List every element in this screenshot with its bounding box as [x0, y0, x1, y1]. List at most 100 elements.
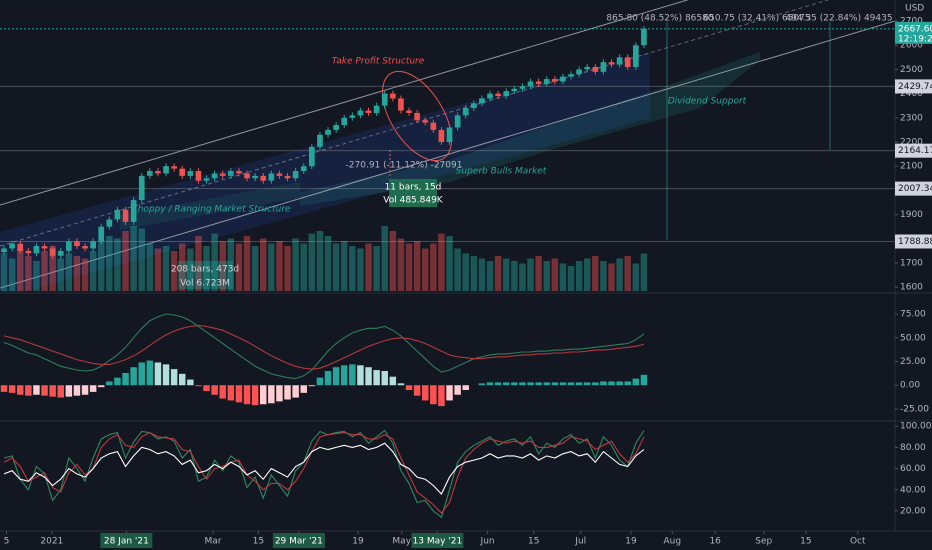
y-tick-label: 100.00 — [900, 422, 932, 432]
volume-bar — [259, 238, 267, 291]
candle-body — [122, 209, 129, 222]
volume-bar — [316, 231, 324, 291]
candle-body — [333, 125, 339, 130]
histogram-bar — [130, 367, 137, 386]
candle-body — [341, 117, 348, 126]
histogram-bar — [430, 385, 437, 405]
histogram-bar — [259, 385, 267, 405]
histogram-bar — [41, 385, 48, 396]
measure-text: 865.80 (48.52%) 86580 — [606, 14, 713, 24]
histogram-bar — [268, 385, 275, 404]
histogram-bar — [478, 383, 486, 386]
candle-body — [284, 175, 291, 179]
candle-body — [33, 246, 40, 254]
countdown: 12:19:22 — [898, 34, 932, 44]
volume-bar — [511, 261, 518, 291]
candle-body — [252, 175, 258, 179]
histogram-bar — [543, 382, 550, 386]
measure-box — [389, 179, 437, 207]
candle-body — [17, 243, 24, 251]
volume-bar — [438, 233, 445, 291]
volume-bar — [268, 243, 275, 291]
axes: 2700260025002400230022002100200019001800… — [4, 17, 932, 548]
histogram-bar — [583, 382, 591, 386]
candle-body — [503, 91, 510, 97]
price-marker-label: 2429.74 — [898, 82, 932, 92]
candle-body — [422, 120, 429, 123]
candle-body — [57, 250, 64, 256]
histogram-bar — [559, 382, 567, 386]
y-tick-label: 2400 — [900, 89, 923, 99]
candle-body — [147, 171, 153, 176]
histogram-bar — [397, 383, 405, 386]
candle-body — [300, 166, 307, 172]
volume-bar — [340, 241, 348, 291]
volume-bar — [65, 253, 73, 291]
histogram-bar — [494, 382, 502, 386]
histogram-bar — [324, 371, 332, 386]
histogram-bar — [389, 376, 397, 386]
candle-body — [641, 28, 647, 46]
x-tick-highlight — [100, 533, 153, 548]
histogram-bar — [227, 385, 235, 401]
price-marker-box — [895, 181, 932, 196]
histogram-bar — [162, 364, 170, 386]
x-tick-label: 15 — [800, 537, 811, 547]
x-tick-label: 29 Mar '21 — [275, 537, 323, 547]
candle-body — [616, 57, 623, 65]
volume-bar — [146, 243, 154, 291]
candle-body — [398, 98, 404, 111]
candle-body — [560, 76, 566, 82]
volume-bar — [98, 241, 105, 291]
y-tick-label: 75.00 — [900, 310, 926, 320]
volume-bar — [454, 248, 461, 291]
candle-body — [98, 226, 105, 242]
volume-bar — [219, 241, 226, 291]
volume-bar — [332, 243, 340, 291]
y-tick-label: 40.00 — [900, 485, 926, 495]
histogram-bar — [146, 360, 154, 386]
histogram-bar — [519, 382, 526, 386]
candle-body — [568, 74, 574, 77]
x-tick-label: Sep — [755, 537, 772, 547]
volume-bar — [170, 251, 178, 291]
histogram-bar — [187, 379, 194, 386]
volume-bar — [405, 243, 413, 291]
volume-bar — [41, 251, 48, 291]
y-tick-label: 25.00 — [900, 357, 926, 367]
x-tick-label: 19 — [625, 537, 637, 547]
candle-body — [211, 173, 218, 179]
volume-bar — [25, 256, 32, 291]
y-tick-label: 2300 — [900, 113, 923, 123]
candle-body — [1, 248, 7, 253]
candle-body — [317, 134, 323, 147]
candle-body — [41, 246, 48, 249]
x-tick-label: 15 — [528, 537, 539, 547]
histogram-bar — [122, 372, 129, 386]
measure-text: -270.91 (-11.12%) -27091 — [346, 161, 463, 171]
candle-body — [276, 173, 283, 176]
histogram-bar — [567, 382, 575, 386]
volume-bar — [365, 243, 372, 291]
drawings — [0, 0, 895, 292]
y-tick-label: 1900 — [900, 210, 923, 220]
histogram-bar — [276, 385, 283, 402]
volume-bar — [559, 263, 567, 291]
candle-body — [608, 62, 615, 65]
candle-body — [349, 115, 356, 118]
volume-bar — [106, 236, 113, 291]
candle-body — [527, 81, 534, 87]
candle-body — [130, 200, 137, 222]
volume-bar — [308, 233, 316, 291]
candle-body — [414, 112, 420, 121]
candle-body — [325, 129, 331, 135]
indicator-line — [3, 429, 645, 519]
histogram-bar — [502, 382, 510, 386]
volume-bar — [640, 253, 648, 291]
annotation: Choppy / Ranging Market Structure — [131, 205, 291, 215]
price-marker-box — [895, 21, 932, 44]
x-tick-label: 2021 — [40, 537, 63, 547]
histogram-bar — [349, 364, 356, 386]
histogram-bar — [454, 385, 461, 395]
histogram-bar — [300, 385, 307, 393]
